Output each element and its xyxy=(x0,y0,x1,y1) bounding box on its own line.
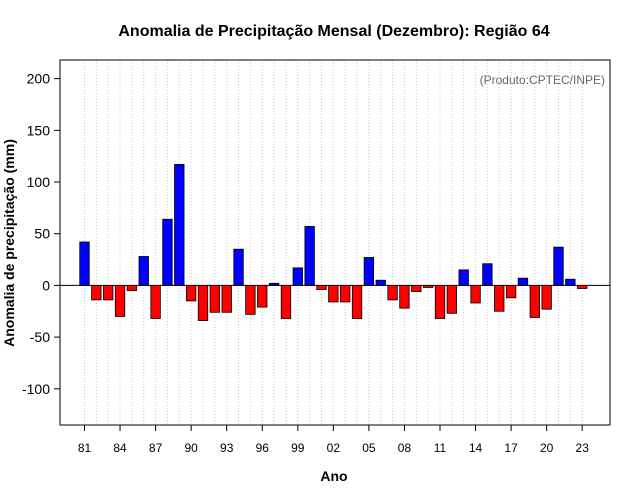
bar-2010 xyxy=(422,285,434,288)
bar-1993 xyxy=(221,285,232,313)
bar-1981 xyxy=(79,241,90,286)
bar-2009 xyxy=(411,285,422,293)
bar-2008 xyxy=(399,285,410,309)
bar-1998 xyxy=(280,285,292,319)
bar-1997 xyxy=(268,282,280,286)
x-tick-label-1984: 84 xyxy=(113,441,127,455)
bar-1982 xyxy=(91,285,102,301)
x-tick-label-1981: 81 xyxy=(78,441,92,455)
x-axis: 81 84 87 90 93 96 99 02 05 08 11 14 17 20 23 xyxy=(78,425,589,455)
x-tick-label-1990: 90 xyxy=(184,441,198,455)
bar-1994 xyxy=(233,248,244,286)
bar-2003 xyxy=(340,285,351,303)
bar-2011 xyxy=(434,285,446,319)
x-tick-label-2014: 14 xyxy=(469,441,483,455)
x-tick-label-2002: 02 xyxy=(327,441,341,455)
bar-1983 xyxy=(103,285,114,301)
bar-2020 xyxy=(541,285,552,310)
bar-2002 xyxy=(328,285,339,303)
bar-1987 xyxy=(150,285,161,319)
bar-1989 xyxy=(174,164,185,286)
bar-1984 xyxy=(114,285,126,317)
bar-2013 xyxy=(458,269,469,286)
bar-2007 xyxy=(387,285,398,301)
bar-2012 xyxy=(446,285,458,314)
bar-2000 xyxy=(304,226,315,286)
x-axis-label: Ano xyxy=(320,468,347,484)
bar-2004 xyxy=(351,285,363,319)
bar-1999 xyxy=(292,267,303,286)
bar-2021 xyxy=(553,246,564,286)
y-axis-label: Anomalia de precipitação (mm) xyxy=(1,139,17,347)
bar-1991 xyxy=(197,285,209,321)
bar-2015 xyxy=(482,263,493,286)
bar-2001 xyxy=(316,285,327,290)
bar-2016 xyxy=(494,285,505,312)
bar-2023 xyxy=(577,285,588,289)
x-tick-label-2023: 23 xyxy=(576,441,590,455)
x-tick-label-1987: 87 xyxy=(149,441,163,455)
bar-1988 xyxy=(162,218,173,286)
x-tick-label-2008: 08 xyxy=(398,441,412,455)
x-tick-label-2020: 20 xyxy=(540,441,554,455)
x-tick-label-1993: 93 xyxy=(220,441,234,455)
y-tick-label-50: 50 xyxy=(34,226,50,242)
bar-2014 xyxy=(470,285,481,304)
bar-2019 xyxy=(529,285,540,318)
bar-2017 xyxy=(505,285,517,299)
y-axis: 200 150 100 50 0 -50 -100 xyxy=(22,71,60,397)
y-tick-label-150: 150 xyxy=(27,122,51,138)
y-tick-label-100: 100 xyxy=(27,174,51,190)
chart-credit: (Produto:CPTEC/INPE) xyxy=(480,73,605,87)
y-tick-label--50: -50 xyxy=(30,329,50,345)
bar-1996 xyxy=(257,285,268,308)
x-tick-label-2011: 11 xyxy=(434,441,447,455)
bar-1990 xyxy=(185,285,197,302)
bar-1986 xyxy=(138,256,149,286)
bar-1995 xyxy=(245,285,256,315)
x-tick-label-2005: 05 xyxy=(362,441,376,455)
bars xyxy=(79,164,588,321)
bar-2022 xyxy=(565,278,576,286)
bar-1992 xyxy=(209,285,221,313)
y-tick-label-0: 0 xyxy=(42,277,50,293)
y-tick-label--100: -100 xyxy=(22,381,50,397)
plot-frame xyxy=(59,59,611,426)
gridlines xyxy=(84,60,583,425)
x-tick-label-2017: 17 xyxy=(504,441,518,455)
x-tick-label-1996: 96 xyxy=(256,441,270,455)
y-tick-label-200: 200 xyxy=(27,71,51,87)
chart-title: Anomalia de Precipitação Mensal (Dezembr… xyxy=(118,23,549,40)
bar-1985 xyxy=(126,285,138,291)
bar-2005 xyxy=(363,257,375,286)
x-tick-label-1999: 99 xyxy=(291,441,305,455)
bar-2018 xyxy=(517,277,529,286)
bar-2006 xyxy=(375,279,386,286)
